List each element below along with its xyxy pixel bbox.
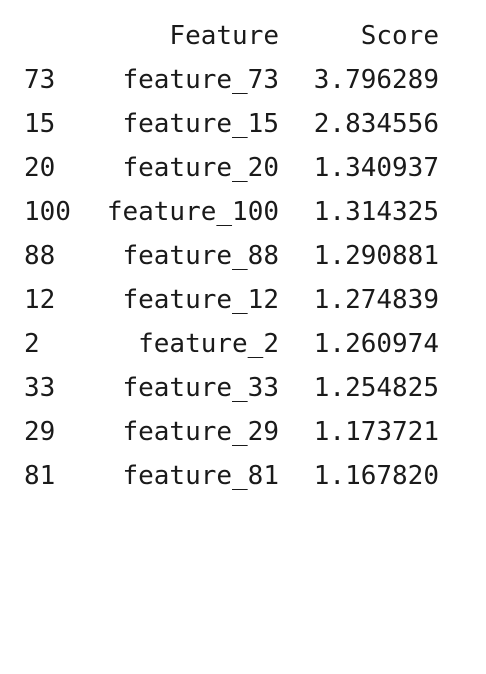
feature-cell: feature_33 xyxy=(122,373,279,403)
row-index: 81 xyxy=(24,461,56,491)
score-cell: 2.834556 xyxy=(313,109,439,139)
score-cell: 1.274839 xyxy=(313,285,439,315)
feature-cell: feature_88 xyxy=(122,241,279,271)
table-row: 100 feature_100 1.314325 xyxy=(0,190,486,234)
table-row: 29 feature_29 1.173721 xyxy=(0,410,486,454)
table-row: 88 feature_88 1.290881 xyxy=(0,234,486,278)
table-header-row: Feature Score xyxy=(0,14,486,58)
row-index: 2 xyxy=(24,329,40,359)
table-row: 15 feature_15 2.834556 xyxy=(0,102,486,146)
feature-cell: feature_73 xyxy=(122,65,279,95)
feature-cell: feature_100 xyxy=(106,197,279,227)
feature-cell: feature_81 xyxy=(122,461,279,491)
table-row: 81 feature_81 1.167820 xyxy=(0,454,486,498)
score-cell: 1.290881 xyxy=(313,241,439,271)
table-row: 2 feature_2 1.260974 xyxy=(0,322,486,366)
table-row: 73 feature_73 3.796289 xyxy=(0,58,486,102)
feature-cell: feature_20 xyxy=(122,153,279,183)
score-cell: 3.796289 xyxy=(313,65,439,95)
score-cell: 1.167820 xyxy=(313,461,439,491)
row-index: 73 xyxy=(24,65,56,95)
dataframe-table: Feature Score 73 feature_73 3.796289 15 … xyxy=(0,14,486,498)
row-index: 20 xyxy=(24,153,56,183)
row-index: 29 xyxy=(24,417,56,447)
row-index: 100 xyxy=(24,197,71,227)
score-cell: 1.260974 xyxy=(313,329,439,359)
score-cell: 1.314325 xyxy=(313,197,439,227)
table-row: 12 feature_12 1.274839 xyxy=(0,278,486,322)
table-row: 33 feature_33 1.254825 xyxy=(0,366,486,410)
feature-cell: feature_15 xyxy=(122,109,279,139)
row-index: 12 xyxy=(24,285,56,315)
row-index: 88 xyxy=(24,241,56,271)
column-header-score: Score xyxy=(360,21,439,51)
score-cell: 1.340937 xyxy=(313,153,439,183)
row-index: 15 xyxy=(24,109,56,139)
feature-cell: feature_29 xyxy=(122,417,279,447)
score-cell: 1.254825 xyxy=(313,373,439,403)
feature-cell: feature_2 xyxy=(138,329,279,359)
score-cell: 1.173721 xyxy=(313,417,439,447)
column-header-feature: Feature xyxy=(169,21,279,51)
row-index: 33 xyxy=(24,373,56,403)
table-row: 20 feature_20 1.340937 xyxy=(0,146,486,190)
feature-cell: feature_12 xyxy=(122,285,279,315)
